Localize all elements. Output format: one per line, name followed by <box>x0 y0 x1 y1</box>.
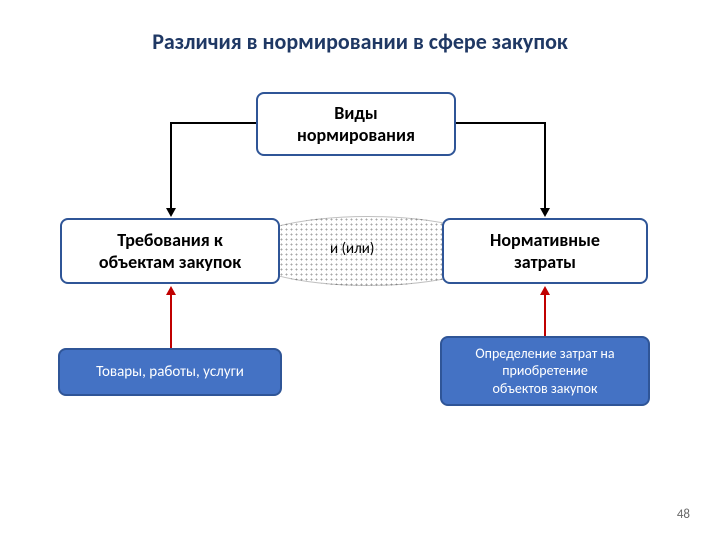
box-label: Требования кобъектам закупок <box>99 229 241 274</box>
box-normative-costs: Нормативныезатраты <box>442 218 648 284</box>
arrowhead-icon <box>166 208 176 217</box>
connector-line <box>170 122 256 124</box>
box-cost-definition: Определение затрат наприобретениеобъекто… <box>440 336 650 406</box>
connector-line <box>544 294 546 336</box>
connector-line <box>170 122 172 208</box>
box-label: Нормативныезатраты <box>490 229 600 274</box>
arrowhead-icon <box>540 286 550 295</box>
box-types-of-rationing: Видынормирования <box>256 92 456 156</box>
connector-line <box>170 294 172 348</box>
connector-line <box>456 122 544 124</box>
box-label: Видынормирования <box>297 102 415 147</box>
box-label: Товары, работы, услуги <box>96 363 244 382</box>
arrowhead-icon <box>540 208 550 217</box>
connector-label: и (или) <box>330 240 374 258</box>
connector-line <box>544 122 546 208</box>
arrowhead-icon <box>166 286 176 295</box>
box-requirements: Требования кобъектам закупок <box>60 218 280 284</box>
page-number: 48 <box>677 507 690 522</box>
page-title: Различия в нормировании в сфере закупок <box>0 28 720 55</box>
box-goods-works-services: Товары, работы, услуги <box>58 348 282 396</box>
box-label: Определение затрат наприобретениеобъекто… <box>475 345 614 398</box>
